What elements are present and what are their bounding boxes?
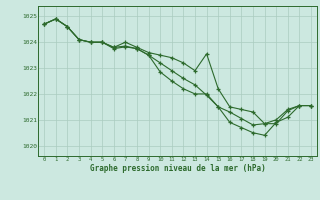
X-axis label: Graphe pression niveau de la mer (hPa): Graphe pression niveau de la mer (hPa)	[90, 164, 266, 173]
